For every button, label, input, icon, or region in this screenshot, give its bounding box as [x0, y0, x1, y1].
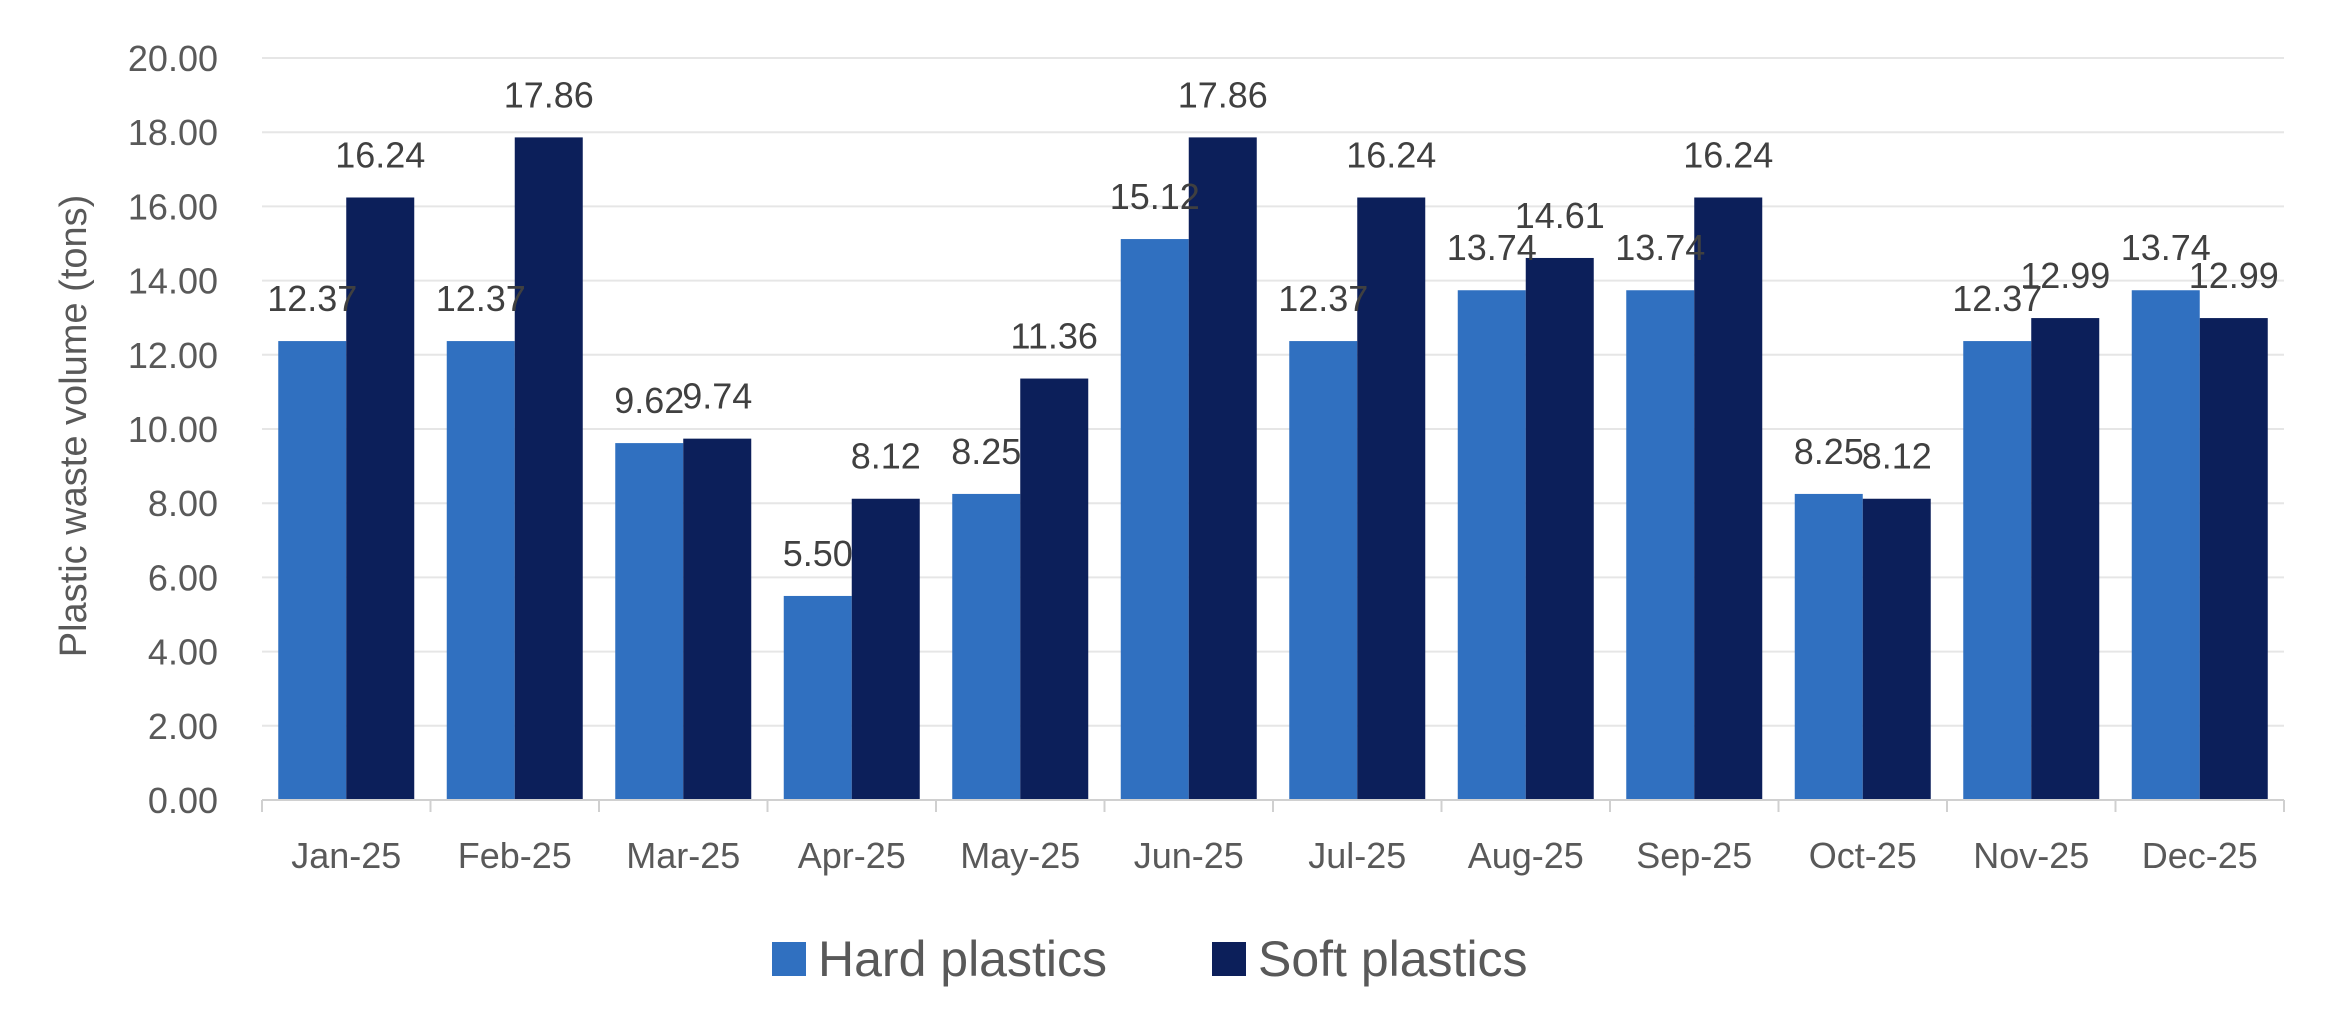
- data-label: 17.86: [504, 74, 594, 115]
- y-tick-label: 6.00: [148, 557, 218, 598]
- y-axis-title: Plastic waste volume (tons): [53, 195, 95, 658]
- y-tick-label: 20.00: [128, 38, 218, 79]
- data-label: 16.24: [1683, 134, 1773, 175]
- data-label: 8.12: [851, 436, 921, 477]
- legend-swatch: [772, 942, 806, 976]
- data-label: 14.61: [1515, 195, 1605, 236]
- x-axis: Jan-25 Feb-25 Mar-25 Apr-25 May-25 Jun-25 Jul-…: [261, 799, 2285, 876]
- bar-hard-plastics: [1794, 493, 1863, 800]
- bar-soft-plastics: [1357, 197, 1426, 801]
- bar-hard-plastics: [1289, 341, 1358, 800]
- bar-hard-plastics: [2131, 290, 2200, 800]
- legend: Hard plastics Soft plastics: [772, 931, 1528, 987]
- bar-soft-plastics: [851, 498, 920, 800]
- gridlines: [262, 57, 2284, 727]
- bar-soft-plastics: [2031, 318, 2100, 800]
- bar-soft-plastics: [2199, 318, 2268, 800]
- y-tick-label: 14.00: [128, 261, 218, 302]
- data-label: 12.37: [436, 278, 526, 319]
- data-label: 12.37: [1952, 278, 2042, 319]
- y-tick-label: 8.00: [148, 483, 218, 524]
- y-tick-label: 12.00: [128, 335, 218, 376]
- data-label: 15.12: [1110, 176, 1200, 217]
- bar-soft-plastics: [1694, 197, 1763, 801]
- bars: [278, 137, 2268, 801]
- y-tick-label: 10.00: [128, 409, 218, 450]
- data-label: 5.50: [783, 533, 853, 574]
- data-label: 16.24: [1346, 134, 1436, 175]
- x-tick-label: May-25: [960, 835, 1080, 876]
- data-label: 8.25: [951, 431, 1021, 472]
- data-label: 13.74: [2121, 227, 2211, 268]
- x-tick-label: Jul-25: [1308, 835, 1406, 876]
- legend-label: Soft plastics: [1258, 931, 1528, 987]
- bar-hard-plastics: [1457, 290, 1526, 800]
- bar-soft-plastics: [1525, 257, 1594, 800]
- data-label: 12.37: [267, 278, 357, 319]
- y-tick-label: 16.00: [128, 186, 218, 227]
- bar-soft-plastics: [346, 197, 415, 801]
- x-tick-label: Nov-25: [1973, 835, 2089, 876]
- data-label: 9.74: [682, 376, 752, 417]
- data-label: 12.37: [1278, 278, 1368, 319]
- legend-label: Hard plastics: [818, 931, 1107, 987]
- x-tick-label: Dec-25: [2142, 835, 2258, 876]
- bar-hard-plastics: [783, 595, 852, 800]
- y-axis-tick-labels: 0.00 2.00 4.00 6.00 8.00 10.00 12.00 14.00 16.00…: [128, 38, 218, 821]
- x-tick-label: Apr-25: [798, 835, 906, 876]
- x-tick-label: Feb-25: [458, 835, 572, 876]
- bar-hard-plastics: [615, 443, 684, 800]
- data-label: 16.24: [335, 134, 425, 175]
- y-tick-label: 18.00: [128, 112, 218, 153]
- x-tick-label: Sep-25: [1636, 835, 1752, 876]
- data-label: 8.25: [1794, 431, 1864, 472]
- y-tick-label: 4.00: [148, 632, 218, 673]
- data-label: 12.99: [2020, 255, 2110, 296]
- bar-hard-plastics: [1963, 341, 2032, 800]
- y-tick-label: 0.00: [148, 780, 218, 821]
- legend-swatch: [1212, 942, 1246, 976]
- bar-soft-plastics: [683, 438, 752, 800]
- bar-soft-plastics: [1020, 378, 1089, 800]
- bar-soft-plastics: [514, 137, 583, 801]
- data-label: 13.74: [1447, 227, 1537, 268]
- data-label: 8.12: [1862, 436, 1932, 477]
- x-tick-label: Aug-25: [1468, 835, 1584, 876]
- data-label: 9.62: [614, 380, 684, 421]
- bar-hard-plastics: [1626, 290, 1695, 800]
- bar-hard-plastics: [446, 341, 515, 800]
- data-label: 17.86: [1178, 74, 1268, 115]
- bar-hard-plastics: [1120, 239, 1189, 801]
- x-tick-label: Oct-25: [1809, 835, 1917, 876]
- data-label: 12.99: [2189, 255, 2279, 296]
- bar-soft-plastics: [1188, 137, 1257, 801]
- data-label: 13.74: [1615, 227, 1705, 268]
- bar-hard-plastics: [952, 493, 1021, 800]
- y-tick-label: 2.00: [148, 706, 218, 747]
- x-tick-label: Jan-25: [291, 835, 401, 876]
- x-tick-label: Mar-25: [626, 835, 740, 876]
- x-tick-label: Jun-25: [1134, 835, 1244, 876]
- bar-soft-plastics: [1862, 498, 1931, 800]
- data-label: 11.36: [1011, 316, 1098, 357]
- bar-hard-plastics: [278, 341, 347, 800]
